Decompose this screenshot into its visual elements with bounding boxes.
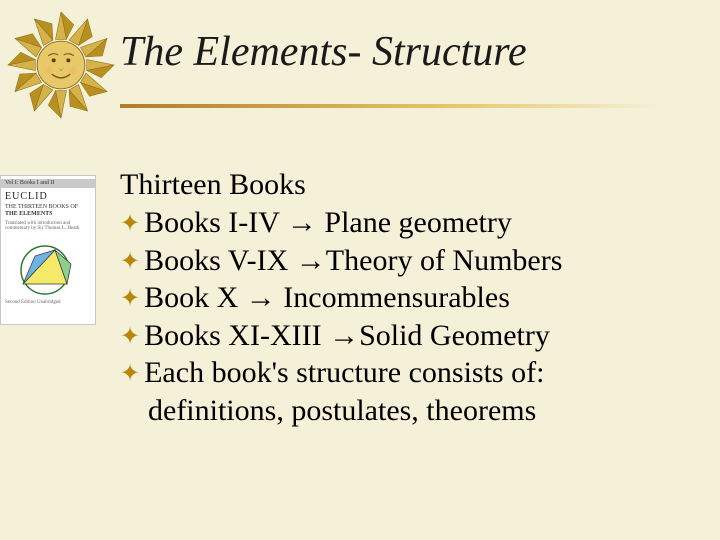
book-figure-icon (5, 238, 85, 296)
slide: The Elements- Structure Vol I: Books I a… (0, 0, 720, 540)
slide-body: Thirteen Books ✦ Books I-IV → Plane geom… (120, 168, 680, 429)
bullet-text: Books XI-XIII →Solid Geometry (144, 317, 680, 355)
slide-title: The Elements- Structure (120, 28, 527, 76)
bullet-item: ✦ Books I-IV → Plane geometry (120, 204, 680, 242)
book-author: EUCLID (5, 191, 91, 202)
body-heading: Thirteen Books (120, 168, 680, 202)
bullet-text: Books I-IV → Plane geometry (144, 204, 680, 242)
bullet-item: ✦ Books V-IX →Theory of Numbers (120, 242, 680, 280)
sun-icon (6, 10, 116, 120)
bullet-item: ✦ Books XI-XIII →Solid Geometry (120, 317, 680, 355)
bullet-item: ✦ Each book's structure consists of: (120, 354, 680, 392)
bullet-text: Each book's structure consists of: (144, 354, 680, 392)
title-rule (120, 104, 660, 108)
bullet-glyph-icon: ✦ (120, 359, 140, 389)
bullet-glyph-icon: ✦ (120, 284, 140, 314)
book-edition: Second Edition Unabridged (5, 300, 91, 306)
book-cover-image: Vol I: Books I and II EUCLID THE THIRTEE… (0, 175, 96, 325)
book-tiny: Translated with introduction and comment… (5, 221, 91, 232)
book-line1: THE THIRTEEN BOOKS OF (5, 204, 91, 211)
bullet-item: ✦ Book X → Incommensurables (120, 279, 680, 317)
book-line2: THE ELEMENTS (5, 211, 91, 218)
bullet-glyph-icon: ✦ (120, 322, 140, 352)
bullet-glyph-icon: ✦ (120, 209, 140, 239)
bullet-continuation: definitions, postulates, theorems (120, 392, 680, 430)
book-topbar: Vol I: Books I and II (1, 179, 95, 188)
bullet-text: Book X → Incommensurables (144, 279, 680, 317)
bullet-glyph-icon: ✦ (120, 247, 140, 277)
bullet-text: Books V-IX →Theory of Numbers (144, 242, 680, 280)
